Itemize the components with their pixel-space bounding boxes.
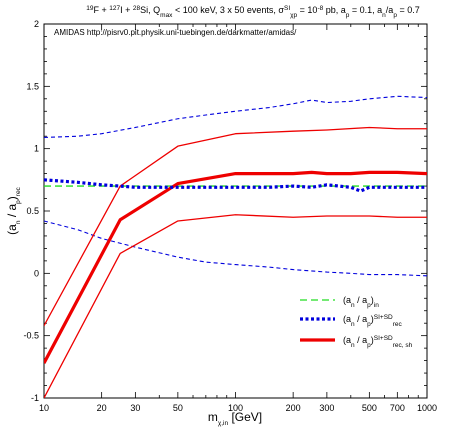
x-tick-label: 20 — [97, 403, 107, 413]
y-axis-label: (an / ap)rec — [5, 186, 22, 234]
y-tick-label: 1 — [34, 144, 39, 154]
x-tick-label: 1000 — [417, 403, 437, 413]
y-tick-label: 0.5 — [26, 206, 39, 216]
x-tick-label: 100 — [228, 403, 243, 413]
x-tick-label: 50 — [173, 403, 183, 413]
y-tick-label: 2 — [34, 19, 39, 29]
chart-title: 19F + 127I + 28Si, Qmax < 100 keV, 3 x 5… — [86, 5, 419, 19]
y-axis-label-text: (an / ap)rec — [5, 186, 22, 234]
series-line-1 — [44, 178, 427, 193]
x-axis-label-text: mχ,in [GeV] — [208, 410, 262, 427]
y-tick-label: 1.5 — [26, 81, 39, 91]
series-line-5 — [44, 126, 427, 327]
x-tick-label: 200 — [286, 403, 301, 413]
y-tick-label: -1 — [31, 393, 39, 403]
x-tick-label: 300 — [319, 403, 334, 413]
y-tick-label: -0.5 — [23, 331, 39, 341]
x-tick-label: 10 — [39, 403, 49, 413]
legend-label-0: (an / ap)in — [343, 295, 379, 309]
x-tick-label: 30 — [130, 403, 140, 413]
x-tick-label: 500 — [362, 403, 377, 413]
legend-label-2: (an / ap)SI+SDrec, sh — [343, 335, 413, 349]
legend-label-1: (an / ap)SI+SDrec — [343, 314, 403, 328]
series-line-3 — [44, 220, 427, 277]
x-tick-label: 700 — [390, 403, 405, 413]
series-line-4 — [44, 170, 427, 364]
series-line-6 — [44, 214, 427, 398]
y-tick-label: 0 — [34, 268, 39, 278]
chart-annotation: AMIDAS http://pisrv0.pit.physik.uni-tueb… — [54, 28, 297, 37]
x-axis-label: mχ,in [GeV] — [208, 410, 262, 427]
series-group — [44, 95, 427, 398]
series-line-2 — [44, 95, 427, 138]
chart-title-text: 19F + 127I + 28Si, Qmax < 100 keV, 3 x 5… — [86, 5, 419, 19]
legend: (an / ap)in (an / ap)SI+SDrec (an / ap)SI+… — [300, 295, 413, 349]
